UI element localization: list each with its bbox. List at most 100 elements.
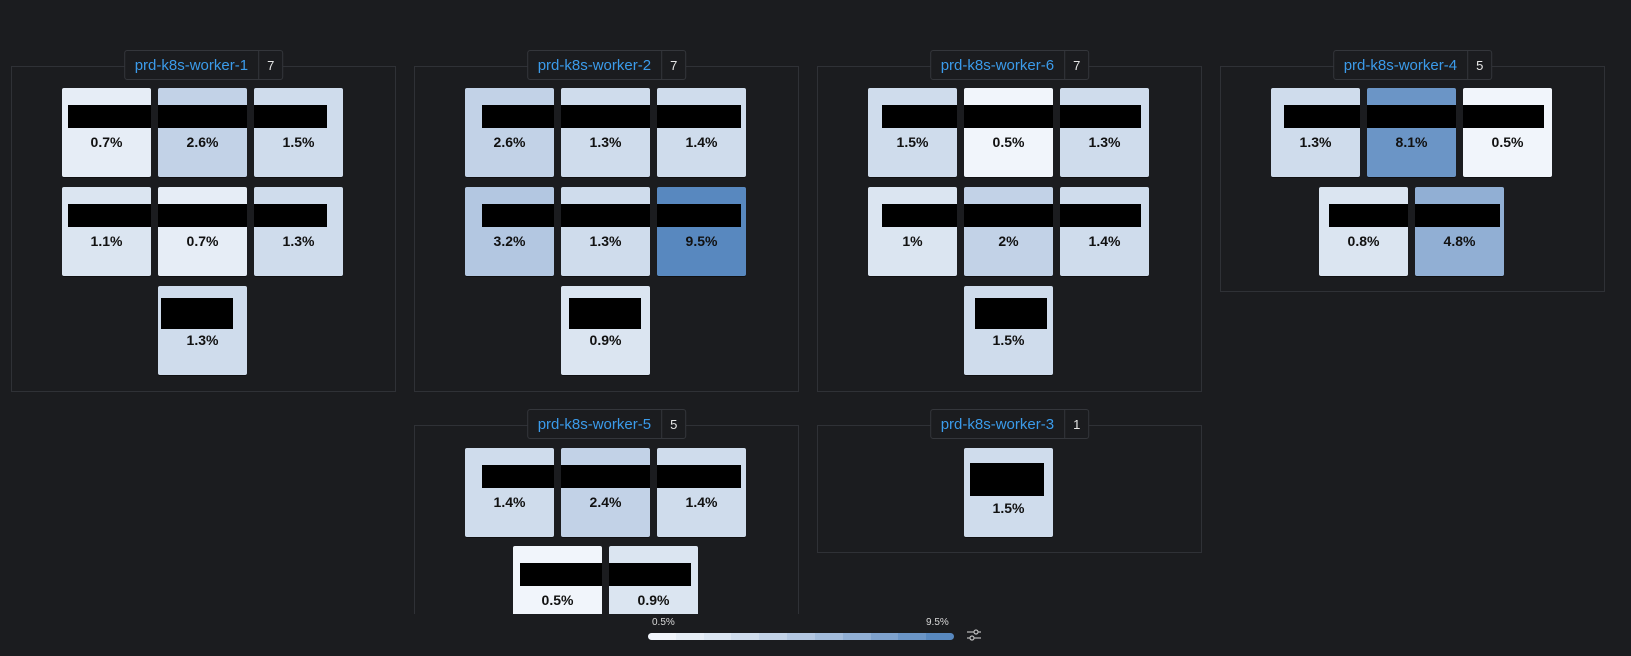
pod-cpu-value: 1.5%	[992, 332, 1025, 348]
pod-cell[interactable]: 1.3%	[1271, 88, 1360, 177]
node-group-header: prd-k8s-worker-3 1	[929, 409, 1090, 439]
pod-cell[interactable]: 0.5%	[513, 546, 602, 614]
pod-cpu-value: 1.3%	[1299, 134, 1332, 150]
pod-cell[interactable]: 1.3%	[158, 286, 247, 375]
legend-swatch	[703, 633, 732, 640]
pod-cpu-value: 1.3%	[282, 233, 315, 249]
pod-cpu-value: 1.4%	[1088, 233, 1121, 249]
pod-cell[interactable]: 4.8%	[1415, 187, 1504, 276]
node-group-header: prd-k8s-worker-4 5	[1332, 50, 1493, 80]
pod-cell[interactable]: 1.3%	[561, 88, 650, 177]
pod-cell[interactable]: 1.5%	[254, 88, 343, 177]
pod-cell[interactable]: 1.4%	[657, 448, 746, 537]
pod-cpu-value: 1.3%	[1088, 134, 1121, 150]
legend-swatch	[814, 633, 843, 640]
pod-cpu-value: 9.5%	[685, 233, 718, 249]
pod-cpu-value: 1.3%	[186, 332, 219, 348]
pod-cell[interactable]: 0.7%	[62, 88, 151, 177]
pod-cpu-value: 2.6%	[493, 134, 526, 150]
node-group: prd-k8s-worker-1 7	[11, 50, 396, 392]
pod-cell[interactable]: 1.5%	[964, 448, 1053, 537]
legend-swatch	[787, 633, 815, 640]
pod-cpu-value: 0.7%	[90, 134, 123, 150]
heatmap-canvas: prd-k8s-worker-1 7 prd-k8s-worker-2 7 pr…	[11, 50, 1605, 614]
legend-swatch	[675, 633, 704, 640]
color-scale-legend: 0.5% 9.5%	[648, 617, 954, 640]
pod-cell[interactable]: 1%	[868, 187, 957, 276]
pod-cell[interactable]: 9.5%	[657, 187, 746, 276]
pod-cpu-value: 2.6%	[186, 134, 219, 150]
pod-count-badge: 7	[258, 51, 282, 79]
node-name-link[interactable]: prd-k8s-worker-4	[1343, 56, 1458, 74]
pod-count-badge: 7	[661, 51, 685, 79]
pod-cpu-value: 1.5%	[282, 134, 315, 150]
pod-cell[interactable]: 1.4%	[1060, 187, 1149, 276]
node-group-header: prd-k8s-worker-5 5	[526, 409, 687, 439]
pod-cell[interactable]: 1.3%	[1060, 88, 1149, 177]
pod-cell[interactable]: 0.8%	[1319, 187, 1408, 276]
legend-min-label: 0.5%	[652, 617, 675, 628]
pod-cell[interactable]: 2.6%	[465, 88, 554, 177]
node-group: prd-k8s-worker-6 7	[817, 50, 1202, 392]
pod-cpu-value: 3.2%	[493, 233, 526, 249]
pod-cell[interactable]: 1.1%	[62, 187, 151, 276]
pod-cpu-value: 0.5%	[1491, 134, 1524, 150]
pod-cpu-value: 0.5%	[541, 592, 574, 608]
node-name-link[interactable]: prd-k8s-worker-6	[940, 56, 1055, 74]
pod-count-badge: 5	[1467, 51, 1491, 79]
pod-cpu-value: 0.9%	[589, 332, 622, 348]
pod-cpu-value: 1.1%	[90, 233, 123, 249]
pod-cell[interactable]: 2.4%	[561, 448, 650, 537]
pod-cpu-value: 1.4%	[685, 494, 718, 510]
pod-cpu-value: 1.5%	[896, 134, 929, 150]
pod-cell[interactable]: 8.1%	[1367, 88, 1456, 177]
pod-cell[interactable]: 3.2%	[465, 187, 554, 276]
node-name-link[interactable]: prd-k8s-worker-3	[940, 415, 1055, 433]
pod-cell[interactable]: 2.6%	[158, 88, 247, 177]
pod-cpu-value: 2.4%	[589, 494, 622, 510]
node-group: prd-k8s-worker-2 7	[414, 50, 799, 392]
pod-cpu-value: 1.4%	[493, 494, 526, 510]
pod-cpu-value: 1%	[902, 233, 923, 249]
pod-count-badge: 1	[1064, 410, 1088, 438]
node-group: prd-k8s-worker-5 5	[414, 409, 799, 614]
node-group: prd-k8s-worker-3 1	[817, 409, 1202, 553]
node-name-link[interactable]: prd-k8s-worker-2	[537, 56, 652, 74]
pod-cell[interactable]: 1.5%	[868, 88, 957, 177]
pod-cell[interactable]: 1.4%	[657, 88, 746, 177]
pod-cell[interactable]: 0.7%	[158, 187, 247, 276]
pod-cell[interactable]: 0.5%	[964, 88, 1053, 177]
sliders-icon[interactable]	[967, 629, 981, 641]
pod-cell[interactable]: 1.3%	[561, 187, 650, 276]
legend-swatch	[731, 633, 760, 640]
pod-count-badge: 7	[1064, 51, 1088, 79]
pod-cpu-value: 2%	[998, 233, 1019, 249]
legend-swatch	[842, 633, 871, 640]
node-group-header: prd-k8s-worker-6 7	[929, 50, 1090, 80]
pod-cpu-value: 0.8%	[1347, 233, 1380, 249]
pod-cell[interactable]: 1.5%	[964, 286, 1053, 375]
legend-gradient-bar	[648, 633, 954, 640]
node-name-link[interactable]: prd-k8s-worker-5	[537, 415, 652, 433]
pod-cpu-value: 4.8%	[1443, 233, 1476, 249]
legend-max-label: 9.5%	[926, 617, 949, 628]
legend-swatch	[759, 633, 788, 640]
pod-cell[interactable]: 1.3%	[254, 187, 343, 276]
pod-cell[interactable]: 2%	[964, 187, 1053, 276]
pod-cpu-value: 1.4%	[685, 134, 718, 150]
pod-cell[interactable]: 1.4%	[465, 448, 554, 537]
pod-cpu-value: 8.1%	[1395, 134, 1428, 150]
pod-cpu-value: 1.3%	[589, 134, 622, 150]
pod-cell[interactable]: 0.9%	[561, 286, 650, 375]
pod-cpu-value: 0.5%	[992, 134, 1025, 150]
pod-cpu-value: 0.7%	[186, 233, 219, 249]
node-group: prd-k8s-worker-4 5	[1220, 50, 1605, 292]
legend-swatch	[926, 633, 954, 640]
pod-cell[interactable]: 0.9%	[609, 546, 698, 614]
node-name-link[interactable]: prd-k8s-worker-1	[134, 56, 249, 74]
node-group-header: prd-k8s-worker-1 7	[123, 50, 284, 80]
legend-swatch	[898, 633, 927, 640]
pod-cell[interactable]: 0.5%	[1463, 88, 1552, 177]
node-group-header: prd-k8s-worker-2 7	[526, 50, 687, 80]
pod-cpu-value: 1.3%	[589, 233, 622, 249]
